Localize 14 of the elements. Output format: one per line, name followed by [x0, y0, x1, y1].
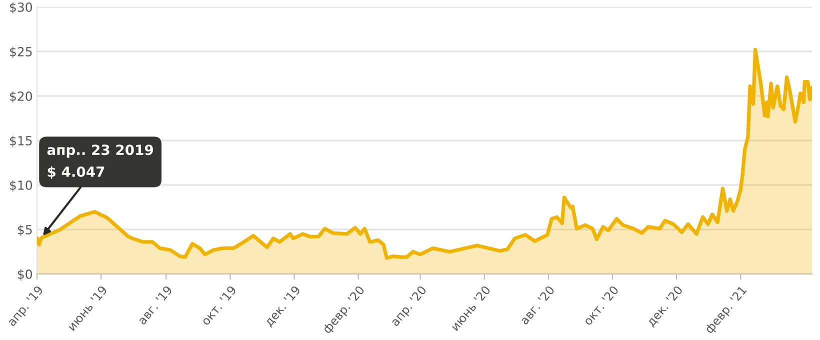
y-tick-label: $0	[18, 269, 32, 281]
x-tick-label: окт. '19	[200, 285, 237, 326]
x-tick-label: окт. '20	[582, 285, 619, 326]
y-tick-label: $25	[10, 46, 32, 58]
x-tick-label: апр. '20	[390, 285, 429, 328]
y-tick-label: $5	[18, 224, 32, 236]
y-tick-label: $20	[10, 91, 32, 103]
annotation: апр.. 23 2019 $ 4.047	[47, 144, 153, 179]
y-tick-label: $15	[10, 136, 32, 148]
y-tick-label: $30	[10, 2, 32, 14]
y-tick-label: $10	[10, 180, 32, 192]
x-tick-label: авг. '19	[137, 285, 173, 326]
x-tick-label: авг. '20	[519, 285, 555, 326]
x-tick-label: апр. '19	[6, 285, 46, 328]
